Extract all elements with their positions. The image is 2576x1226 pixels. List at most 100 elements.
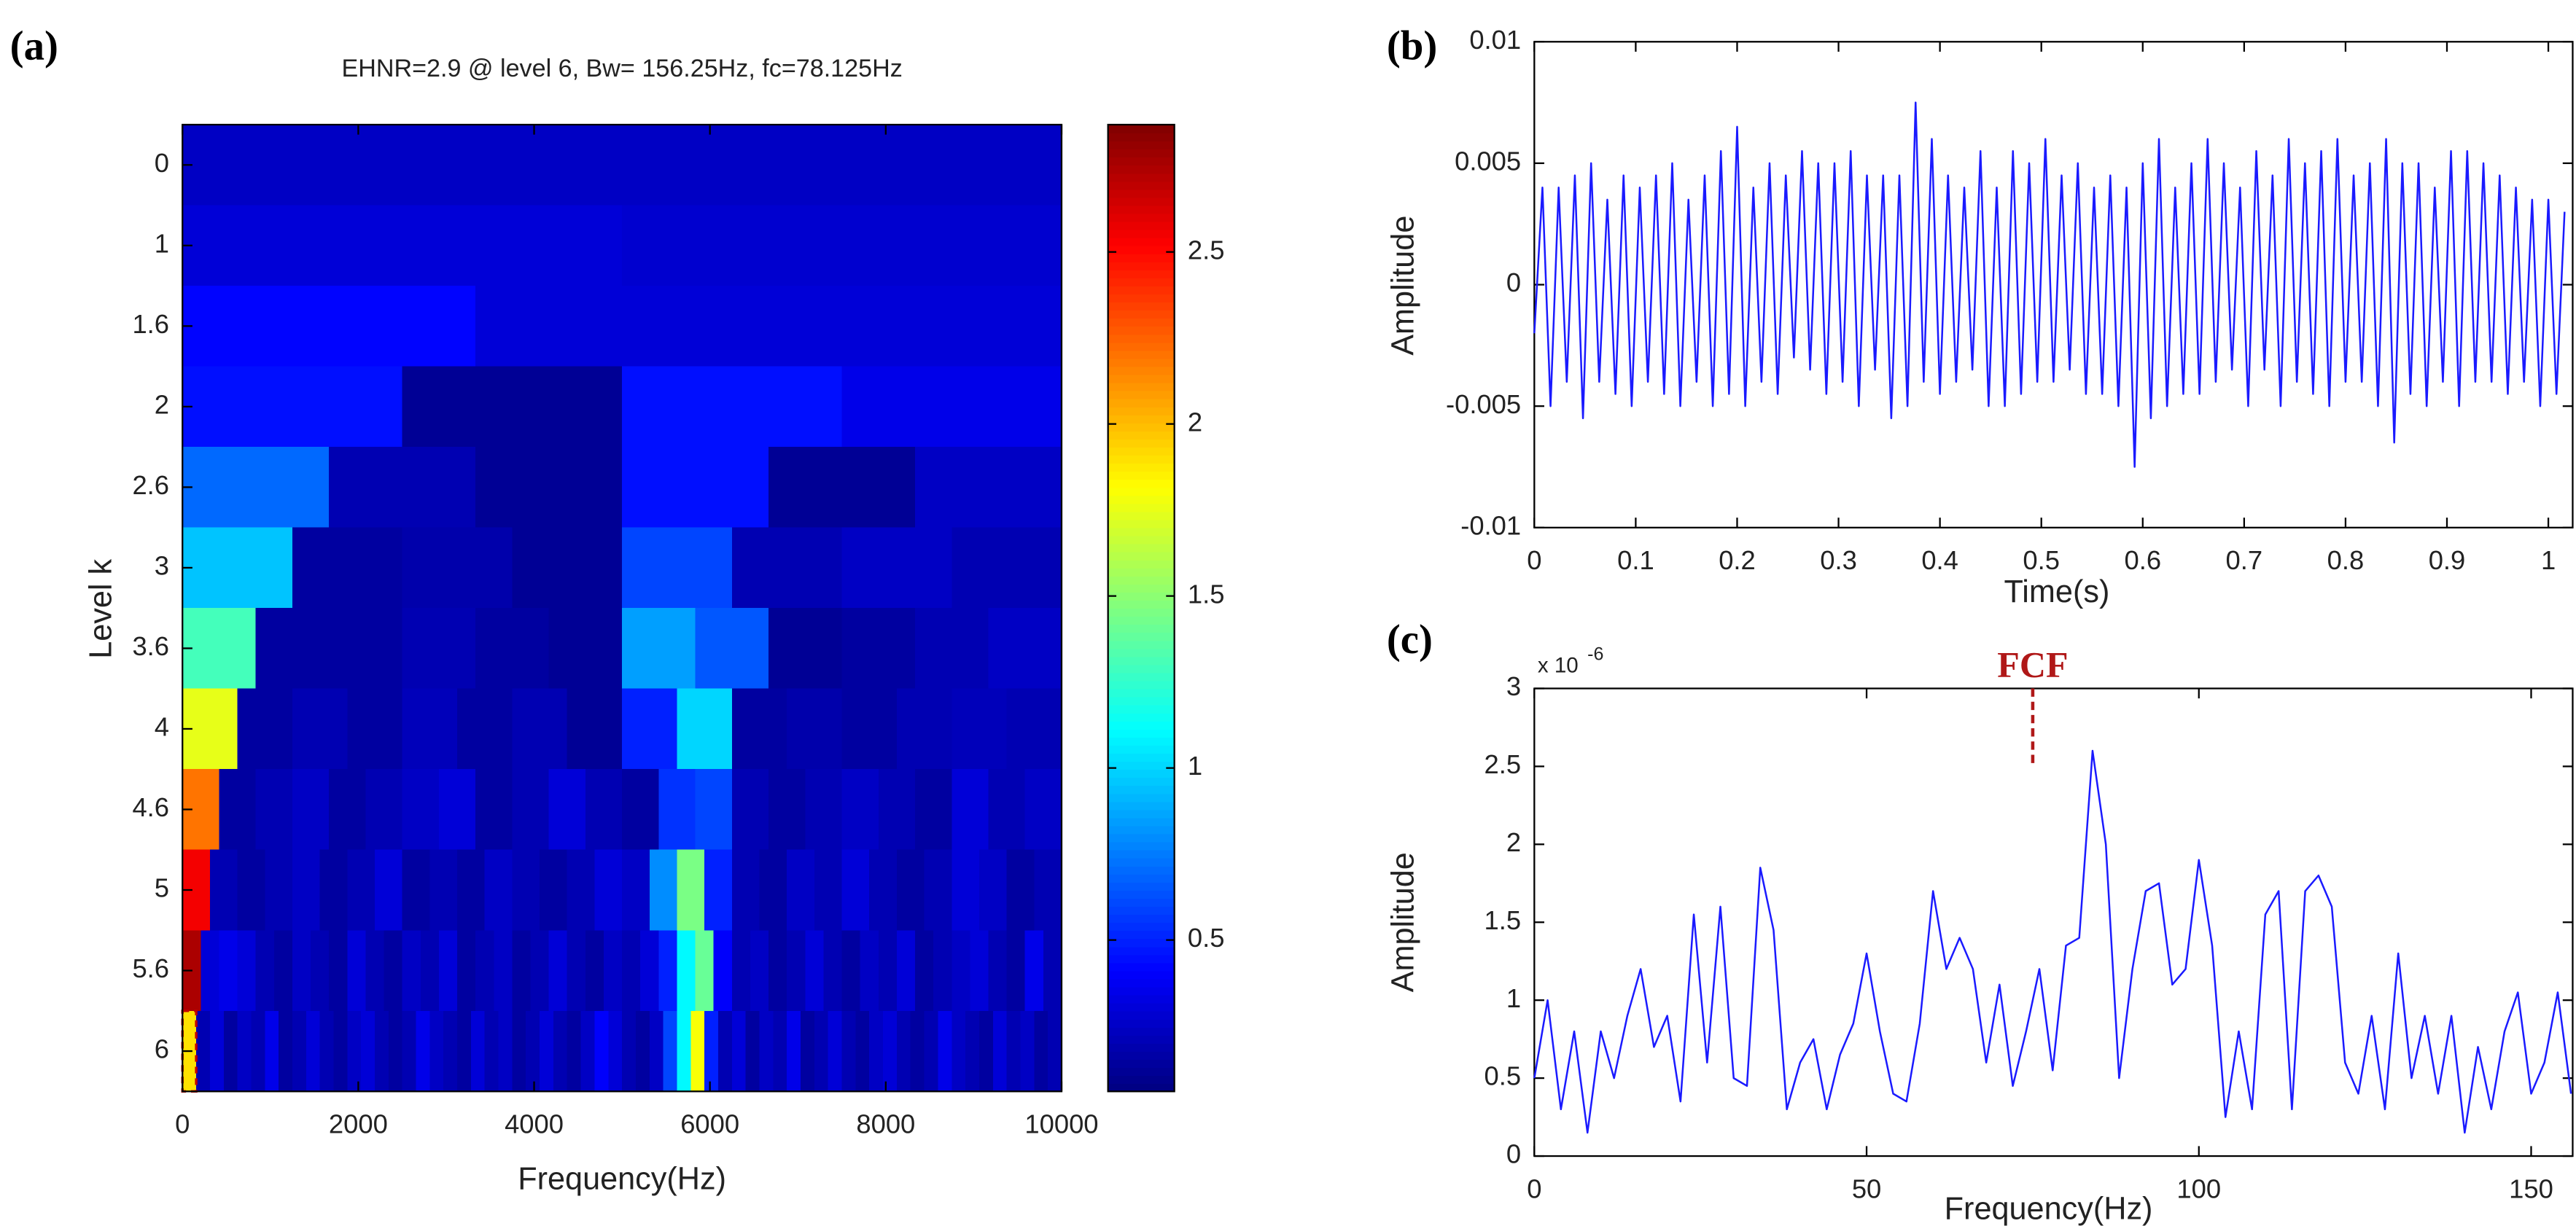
heatmap-cell [622,366,843,448]
heatmap-cell [787,688,843,770]
colorbar-slice [1108,471,1175,480]
colorbar-tick-label: 1.5 [1188,579,1225,609]
x-tick-label: 0.1 [1617,545,1654,575]
heatmap-cell [347,1010,362,1093]
heatmap-cell [311,930,330,1012]
colorbar-slice [1108,543,1175,553]
y-tick-label: -0.005 [1446,389,1521,419]
colorbar-slice [1108,817,1175,827]
colorbar-slice [1108,608,1175,617]
x-tick-label: 0.2 [1719,545,1756,575]
heatmap-cell [841,527,953,609]
y-tick-label: 0 [1506,1139,1521,1169]
heatmap-cell [988,930,1008,1012]
heatmap-cell [255,769,293,851]
y-axis-label: Amplitude [1385,216,1420,356]
colorbar-slice [1108,584,1175,593]
colorbar-box [1107,123,1175,1093]
heatmap-cell [365,930,385,1012]
y-exponent: -6 [1587,644,1603,665]
panel-label: (c) [1387,617,1433,663]
colorbar-slice [1108,1002,1175,1012]
colorbar-slice [1108,672,1175,682]
colorbar-slice [1108,197,1175,206]
heatmap-cell [622,527,733,609]
colorbar-slice [1108,374,1175,383]
heatmap-cell [223,1010,238,1093]
colorbar-slice [1108,865,1175,875]
colorbar-slice [1108,559,1175,569]
heatmap-cell [429,1010,445,1093]
colorbar-slice [1108,1018,1175,1028]
x-tick-label: 10000 [1024,1109,1098,1139]
heatmap-cell [855,1010,871,1093]
colorbar-slice [1108,551,1175,561]
colorbar-slice [1108,930,1175,940]
y-tick-label: 5 [155,873,169,903]
y-tick-label: 1 [1506,983,1521,1013]
heatmap-cell [384,930,403,1012]
heatmap-cell [182,205,623,286]
heatmap-cell [540,1010,554,1093]
heatmap-cell [608,1010,623,1093]
heatmap-cell [237,1010,252,1093]
heatmap-cell [745,1010,760,1093]
heatmap-cell [237,849,266,932]
colorbar-slice [1108,567,1175,577]
heatmap-cell [1006,1010,1022,1093]
heatmap-cell [988,608,1062,690]
heatmap-cell [952,527,1062,609]
heatmap-cell [768,286,1062,367]
colorbar-slice [1108,334,1175,343]
heatmap-cell [438,930,458,1012]
heatmap-cell [201,930,220,1012]
colorbar-slice [1108,358,1175,367]
heatmap-cell [484,1010,499,1093]
heatmap-cell [319,1010,335,1093]
heatmap-cell [1006,688,1062,770]
heatmap-cell [635,1010,650,1093]
colorbar-slice [1108,318,1175,327]
heatmap-cell [896,1010,911,1093]
heatmap-cell [512,769,550,851]
colorbar-tick-label: 1 [1188,751,1202,781]
heatmap-cell [823,930,843,1012]
colorbar-slice [1108,809,1175,819]
heatmap-cell [279,1010,293,1093]
heatmap-cell [182,608,257,690]
colorbar-slice [1108,761,1175,770]
heatmap-cell [814,849,843,932]
colorbar-slice [1108,994,1175,1004]
heatmap-cell [429,849,458,932]
heatmap-cell [457,930,477,1012]
heatmap-cell [896,688,953,770]
heatmap-cell [329,608,403,690]
heatmap-cell [731,1010,747,1093]
colorbar-slice [1108,825,1175,835]
heatmap-cell [933,930,953,1012]
x-tick-label: 6000 [680,1109,739,1139]
heatmap-cell [1048,1010,1062,1093]
heatmap-cell [841,849,871,932]
heatmap-cell [677,688,733,770]
heatmap-cell [475,608,550,690]
colorbar-slice [1108,1026,1175,1036]
colorbar-slice [1108,1051,1175,1061]
colorbar-slice [1108,696,1175,706]
heatmap-cell [663,1010,678,1093]
colorbar-slice [1108,914,1175,924]
heatmap-cell [219,930,238,1012]
y-tick-label: 3 [155,551,169,581]
colorbar-slice [1108,527,1175,536]
heatmap-cell [841,366,1062,448]
heatmap-cell [512,527,623,609]
colorbar-tick-label: 2 [1188,407,1202,437]
y-tick-label: 6 [155,1034,169,1064]
x-tick-label: 0.4 [1921,545,1958,575]
heatmap-cell [237,930,257,1012]
colorbar-slice [1108,519,1175,528]
heatmap-cell [924,1010,939,1093]
heatmap-cell [896,849,925,932]
colorbar-slice [1108,350,1175,359]
colorbar-slice [1108,712,1175,722]
